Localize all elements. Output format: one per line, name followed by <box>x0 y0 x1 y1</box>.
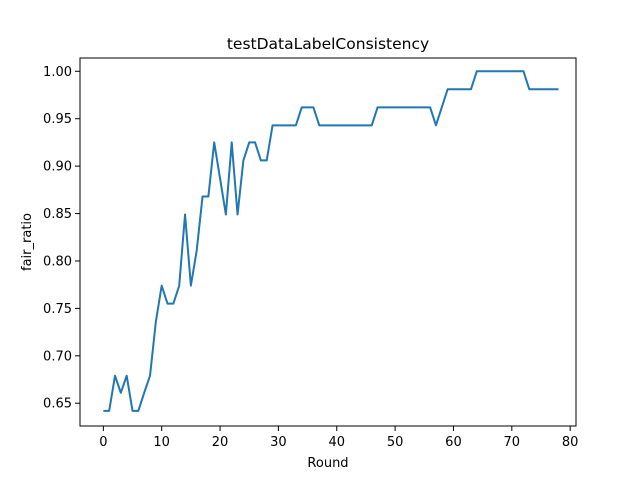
y-tick-label: 0.85 <box>43 207 72 222</box>
y-tick-label: 0.70 <box>43 349 72 364</box>
y-tick-label: 0.95 <box>43 112 72 127</box>
x-tick-label: 30 <box>270 435 287 450</box>
y-tick-label: 0.90 <box>43 160 72 175</box>
y-tick-label: 0.80 <box>43 254 72 269</box>
y-axis-label: fair_ratio <box>20 213 35 271</box>
x-axis-label: Round <box>307 456 348 471</box>
plot-area <box>103 70 559 412</box>
y-tick-label: 1.00 <box>43 65 72 80</box>
y-tick-label: 0.65 <box>43 397 72 412</box>
x-tick-label: 20 <box>212 435 229 450</box>
x-tick-label: 40 <box>328 435 345 450</box>
chart-title: testDataLabelConsistency <box>227 35 429 53</box>
axis-ticks: 0 10 20 30 40 50 60 70 80 0.65 0.70 0.75 0.80 0.85 0.9… <box>43 65 578 450</box>
x-tick-label: 60 <box>445 435 462 450</box>
x-tick-label: 10 <box>153 435 170 450</box>
x-tick-label: 0 <box>99 435 107 450</box>
y-tick-label: 0.75 <box>43 302 72 317</box>
x-tick-label: 70 <box>504 435 521 450</box>
plot-frame <box>79 57 577 427</box>
x-tick-label: 50 <box>387 435 404 450</box>
x-tick-label: 80 <box>562 435 579 450</box>
